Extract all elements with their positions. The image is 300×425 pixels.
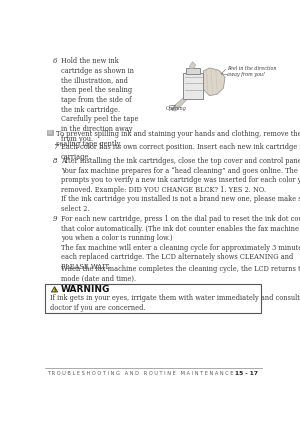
Text: Hold the new ink
cartridge as shown in
the illustration, and
then peel the seali: Hold the new ink cartridge as shown in t… bbox=[61, 57, 138, 143]
Polygon shape bbox=[52, 286, 58, 292]
Text: 6: 6 bbox=[53, 57, 58, 65]
Text: To prevent spilling ink and staining your hands and clothing, remove the
sealing: To prevent spilling ink and staining you… bbox=[56, 130, 300, 148]
Bar bbox=[183, 73, 203, 99]
Text: For each new cartridge, press 1 on the dial pad to reset the ink dot counter for: For each new cartridge, press 1 on the d… bbox=[61, 215, 300, 270]
Text: When the fax machine completes the cleaning cycle, the LCD returns to Standby
mo: When the fax machine completes the clean… bbox=[61, 265, 300, 283]
Text: 8: 8 bbox=[53, 157, 58, 165]
Text: T R O U B L E S H O O T I N G   A N D   R O U T I N E   M A I N T E N A N C E: T R O U B L E S H O O T I N G A N D R O … bbox=[47, 371, 233, 376]
Polygon shape bbox=[171, 96, 189, 111]
Text: Each color has its own correct position. Insert each new ink cartridge into the
: Each color has its own correct position.… bbox=[61, 143, 300, 161]
Text: !: ! bbox=[53, 288, 56, 293]
Text: WARNING: WARNING bbox=[61, 285, 110, 294]
Text: Opening: Opening bbox=[166, 106, 187, 111]
Polygon shape bbox=[189, 62, 196, 69]
Text: If ink gets in your eyes, irrigate them with water immediately and consult a
doc: If ink gets in your eyes, irrigate them … bbox=[50, 295, 300, 312]
Text: After installing the ink cartridges, close the top cover and control panel cover: After installing the ink cartridges, clo… bbox=[61, 157, 300, 213]
Text: Peel in the direction
away from you!: Peel in the direction away from you! bbox=[226, 66, 276, 77]
Bar bbox=[47, 130, 53, 135]
Bar bbox=[186, 68, 200, 74]
Text: 7: 7 bbox=[53, 143, 58, 151]
Text: 15 - 17: 15 - 17 bbox=[235, 371, 258, 376]
Polygon shape bbox=[203, 68, 225, 96]
FancyBboxPatch shape bbox=[45, 283, 261, 313]
Text: 9: 9 bbox=[53, 215, 58, 223]
